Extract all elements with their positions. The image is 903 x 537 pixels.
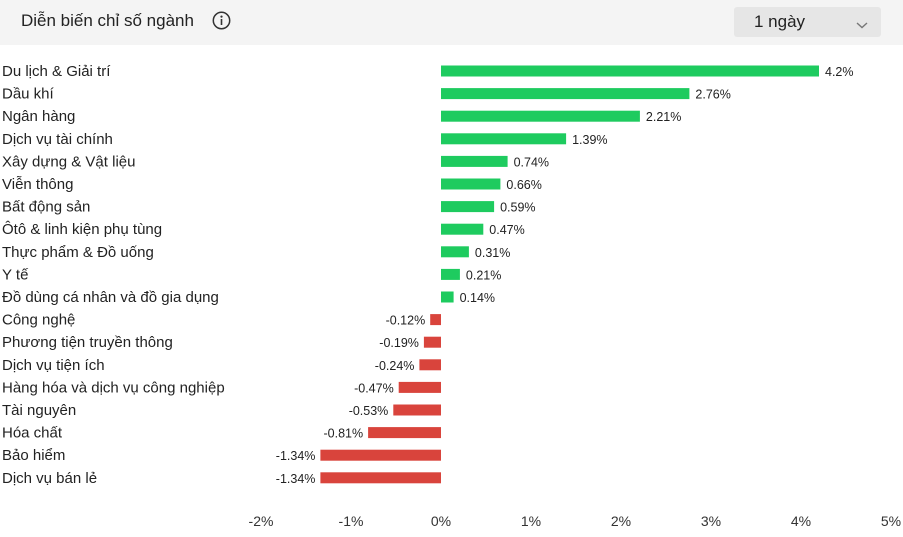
sector-change-bar-chart: Du lịch & Giải trí 4.2% Dầu khí 2.76% Ngân h… bbox=[2, 63, 901, 529]
bar bbox=[441, 65, 819, 77]
value-label: 0.59% bbox=[500, 201, 535, 215]
value-label: -0.24% bbox=[375, 359, 415, 373]
bar bbox=[441, 110, 640, 122]
bar bbox=[441, 291, 454, 303]
category-label: Dịch vụ bán lẻ bbox=[2, 470, 97, 487]
category-label: Tài nguyên bbox=[2, 402, 76, 419]
x-tick-label: 5% bbox=[881, 513, 901, 529]
info-icon[interactable] bbox=[212, 11, 231, 30]
bar bbox=[430, 314, 441, 326]
bar bbox=[441, 246, 469, 258]
bar bbox=[368, 427, 441, 439]
category-label: Bảo hiểm bbox=[2, 447, 65, 464]
period-dropdown[interactable]: 1 ngày bbox=[734, 7, 881, 37]
value-label: -0.47% bbox=[354, 381, 394, 395]
value-label: -0.53% bbox=[349, 404, 389, 418]
chevron-down-icon bbox=[856, 17, 868, 29]
category-label: Ngân hàng bbox=[2, 108, 75, 125]
bar bbox=[441, 178, 501, 190]
bar bbox=[441, 133, 567, 145]
x-tick-label: 3% bbox=[701, 513, 721, 529]
category-label: Ôtô & linh kiện phụ tùng bbox=[2, 221, 162, 238]
value-label: -1.34% bbox=[276, 472, 316, 486]
x-tick-label: -2% bbox=[249, 513, 274, 529]
category-label: Dầu khí bbox=[2, 86, 55, 103]
category-label: Thực phẩm & Đồ uống bbox=[2, 244, 154, 261]
category-label: Xây dựng & Vật liệu bbox=[2, 153, 135, 170]
bar bbox=[320, 449, 441, 461]
value-label: -1.34% bbox=[276, 449, 316, 463]
value-label: 2.21% bbox=[646, 110, 681, 124]
bar bbox=[320, 472, 441, 484]
bar bbox=[441, 223, 484, 235]
bar bbox=[393, 404, 441, 416]
value-label: 2.76% bbox=[695, 88, 730, 102]
x-tick-label: -1% bbox=[339, 513, 364, 529]
bar bbox=[441, 155, 508, 167]
x-tick-label: 0% bbox=[431, 513, 451, 529]
value-label: -0.12% bbox=[386, 314, 426, 328]
x-tick-label: 4% bbox=[791, 513, 811, 529]
bar bbox=[441, 88, 690, 100]
category-label: Dịch vụ tài chính bbox=[2, 131, 113, 148]
value-label: 4.2% bbox=[825, 65, 854, 79]
category-label: Y tế bbox=[2, 266, 29, 283]
category-label: Dịch vụ tiện ích bbox=[2, 357, 105, 374]
value-label: 0.66% bbox=[506, 178, 541, 192]
value-label: 0.31% bbox=[475, 246, 510, 260]
bar bbox=[398, 381, 441, 393]
category-label: Công nghệ bbox=[2, 312, 75, 329]
value-label: 0.74% bbox=[514, 155, 549, 169]
bar bbox=[419, 359, 441, 371]
bar bbox=[423, 336, 441, 348]
x-tick-label: 2% bbox=[611, 513, 631, 529]
value-label: -0.81% bbox=[323, 427, 363, 441]
category-label: Phương tiện truyền thông bbox=[2, 334, 173, 351]
x-tick-label: 1% bbox=[521, 513, 541, 529]
value-label: -0.19% bbox=[379, 336, 419, 350]
period-selected-label: 1 ngày bbox=[754, 12, 806, 31]
value-label: 0.21% bbox=[466, 268, 501, 282]
category-label: Du lịch & Giải trí bbox=[2, 63, 111, 80]
value-label: 1.39% bbox=[572, 133, 607, 147]
category-label: Đồ dùng cá nhân và đồ gia dụng bbox=[2, 289, 219, 306]
chart-title: Diễn biến chỉ số ngành bbox=[21, 11, 194, 30]
category-label: Hàng hóa và dịch vụ công nghiệp bbox=[2, 379, 225, 396]
bar bbox=[441, 268, 460, 280]
category-label: Viễn thông bbox=[2, 176, 73, 193]
bar bbox=[441, 201, 495, 213]
chart-header: Diễn biến chỉ số ngành 1 ngày bbox=[0, 0, 903, 45]
value-label: 0.47% bbox=[489, 223, 524, 237]
category-label: Hóa chất bbox=[2, 425, 63, 442]
value-label: 0.14% bbox=[460, 291, 495, 305]
category-label: Bất động sản bbox=[2, 199, 90, 216]
